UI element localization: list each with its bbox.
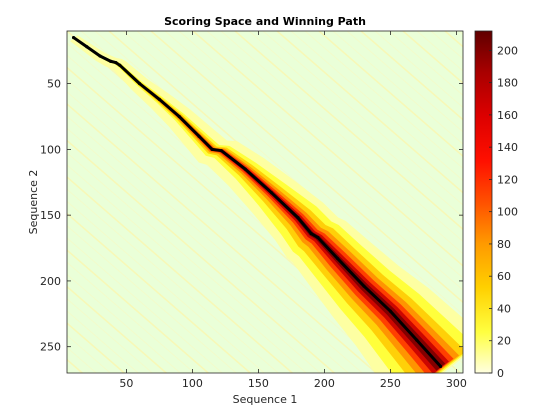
y-tick-label: 200 [40,275,61,288]
colorbar-tick-label: 60 [497,270,511,283]
heatmap-texture [248,31,463,218]
heatmap-texture [262,31,463,206]
colorbar-tick-label: 180 [497,77,518,90]
heatmap-texture [192,31,463,267]
chart-title: Scoring Space and Winning Path [164,15,366,28]
colorbar-tick-label: 20 [497,335,511,348]
heatmap-texture [67,225,237,373]
colorbar-tick-label: 40 [497,302,511,315]
winning-path-point [316,235,320,240]
heatmap-texture [67,298,153,373]
winning-path-point [177,114,181,119]
y-axis-label: Sequence 2 [27,170,40,235]
x-tick-label: 150 [248,377,269,390]
heatmap-texture [234,31,463,231]
winning-path-point [270,191,274,195]
heatmap-texture [67,200,265,373]
heatmap-texture [67,164,307,373]
winning-path-point [243,167,247,171]
heatmap-texture [220,31,463,243]
winning-path-point [309,231,313,236]
heatmap-texture [206,31,463,255]
colorbar-tick-label: 100 [497,206,518,219]
winning-path-point [296,216,300,220]
heatmap-texture [374,31,463,109]
colorbar-tick-label: 140 [497,141,518,154]
winning-path-point [438,364,443,369]
winning-path-point [388,309,392,313]
x-tick-label: 100 [182,377,203,390]
heatmap-texture [150,31,463,304]
winning-path-point [85,45,89,49]
heatmap-texture [67,261,195,373]
x-tick-label: 200 [314,377,335,390]
winning-path-point [197,134,201,138]
y-tick-label: 50 [47,78,61,91]
y-tick-label: 150 [40,209,61,222]
y-tick-label: 100 [40,143,61,156]
heatmap-texture [290,31,463,182]
colorbar-axis: 0 20 40 60 80 100 120 140 160 180 200 [489,44,518,380]
colorbar-tick-label: 0 [497,367,504,380]
x-axis-label: Sequence 1 [233,393,298,406]
heatmap-texture [360,31,463,121]
heatmap-texture [67,115,363,373]
winning-path-point [138,82,142,86]
x-tick-label: 50 [119,377,133,390]
colorbar-tick-label: 160 [497,109,518,122]
winning-path-point [72,35,76,40]
heatmap-texture [164,31,463,291]
heatmap-texture [67,237,223,373]
plot-frame [66,30,464,374]
winning-path-point [219,149,224,153]
x-tick-label: 250 [380,377,401,390]
heatmap-texture [67,127,349,373]
heatmap-texture [0,31,12,373]
heatmap-texture [388,31,463,97]
colorbar-tick-label: 80 [497,238,511,251]
x-axis: 50 100 150 200 250 300 [119,31,467,390]
winning-path-point [336,256,340,261]
heatmap-texture [529,31,560,373]
winning-path-point [415,338,419,342]
winning-path-line [72,36,443,368]
y-tick-label: 250 [40,341,61,354]
heatmap-texture [67,91,391,373]
heatmap-texture [0,31,26,373]
heatmap-texture [67,212,251,373]
heatmap-texture [515,31,560,373]
winning-path-point [157,97,161,101]
winning-path-point [108,59,113,63]
heatmap-texture [543,31,560,373]
heatmap-texture [67,249,209,373]
heatmap-texture [346,31,463,133]
heatmap-texture [67,102,377,373]
winning-path-point [98,54,102,58]
y-axis: 50 100 150 200 250 [40,78,463,354]
heatmap-texture [67,285,167,373]
winning-path-point [114,60,118,65]
colorbar-tick-label: 120 [497,173,518,186]
x-tick-label: 300 [446,377,467,390]
heatmap-texture [67,188,279,373]
heatmap-texture [136,31,463,316]
heatmap-texture [304,31,463,170]
heatmap-texture [332,31,463,145]
winning-path-point [118,63,122,67]
plot-area [0,31,560,373]
heatmap-texture [318,31,463,158]
score-band [73,37,446,371]
heatmap-texture [67,273,181,373]
winning-path-point [362,284,366,288]
winning-path-point [210,147,214,151]
heatmap-texture [67,139,335,373]
colorbar-tick-label: 200 [497,44,518,57]
colorbar [474,30,493,374]
heatmap-texture [67,310,139,373]
heatmap-texture [67,152,321,373]
heatmap-texture [276,31,463,194]
heatmap-texture [67,176,293,373]
heatmap-texture [178,31,463,279]
